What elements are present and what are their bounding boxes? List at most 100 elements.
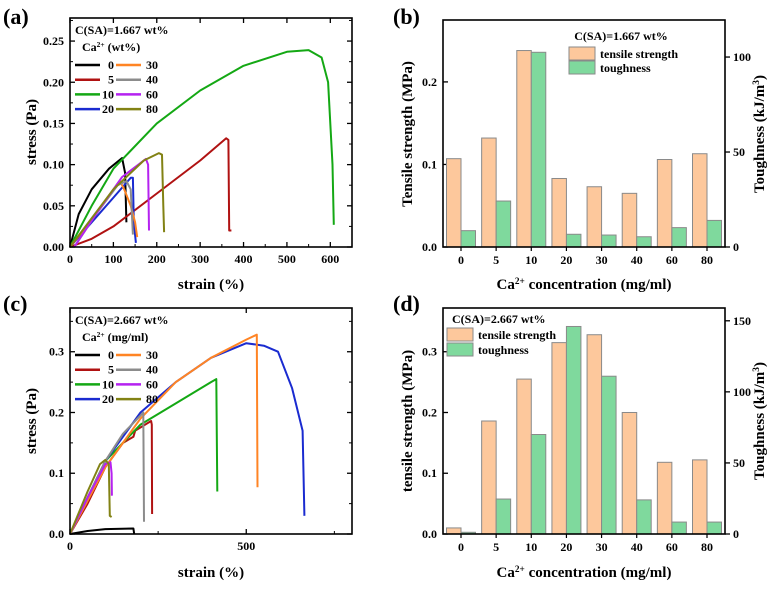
y-tick-label-right: 150 (733, 314, 751, 328)
x-tick-label: 0 (67, 252, 73, 266)
legend-label: 60 (146, 87, 158, 101)
y-axis-label: Tensile strength (MPa) (400, 61, 416, 207)
y-tick-label: 0.10 (43, 158, 64, 172)
y-tick-label-right: 0 (733, 240, 739, 254)
x-tick-label: 10 (525, 540, 537, 554)
series-line-20 (69, 342, 306, 535)
x-axis-label: Ca2+ concentration (mg/ml) (497, 277, 672, 293)
legend-title: C(SA)=2.667 wt% (452, 312, 546, 326)
y-tick-label: 0.1 (422, 157, 437, 171)
y-axis-label-right: Toughness (kJ/m3) (752, 362, 768, 480)
y-tick-label: 0.15 (43, 116, 64, 130)
bar-tensile-strength (692, 153, 708, 248)
bar-toughness (530, 434, 547, 535)
bar-tensile-strength (446, 527, 462, 535)
x-tick-label: 80 (701, 540, 713, 554)
bar-toughness (495, 498, 512, 535)
legend-label: 30 (146, 348, 158, 362)
x-tick-label: 5 (493, 540, 499, 554)
legend-label: 20 (102, 102, 114, 116)
y-tick-label: 0.1 (49, 466, 64, 480)
x-tick-label: 200 (148, 252, 166, 266)
bar-tensile-strength (656, 159, 673, 248)
bar-tensile-strength (516, 50, 532, 248)
panel-a: (a)0.000.050.100.150.200.250 100 200 300 400… (3, 4, 353, 293)
x-axis-label: strain (%) (178, 277, 244, 293)
y-tick-label-right: 0 (733, 527, 739, 541)
y-tick-label: 0.3 (422, 345, 437, 359)
x-tick-label: 40 (631, 253, 643, 267)
bar-toughness (495, 200, 512, 248)
plot-frame (69, 17, 353, 248)
bar-toughness (460, 230, 476, 248)
y-tick-label: 0.05 (43, 199, 64, 213)
y-axis-label-right: Toughness (kJ/m3) (752, 75, 768, 193)
y-tick-label-right: 100 (733, 50, 751, 64)
bar-toughness (565, 233, 582, 248)
bar-toughness (636, 236, 652, 248)
x-tick-label: 60 (666, 253, 678, 267)
bar-tensile-strength (586, 186, 603, 248)
bar-tensile-strength (516, 378, 532, 535)
series-line-0 (69, 157, 128, 248)
x-tick-label: 300 (191, 252, 209, 266)
legend-label: 5 (108, 73, 114, 87)
bar-toughness (636, 499, 652, 535)
legend-label: tensile strength (478, 328, 556, 342)
bar-toughness (706, 521, 722, 535)
x-tick-label: 100 (104, 252, 122, 266)
x-tick-label: 30 (596, 253, 608, 267)
bar-tensile-strength (481, 137, 497, 248)
x-tick-label: 40 (631, 540, 643, 554)
y-tick-label-right: 50 (733, 456, 745, 470)
legend-label: 10 (102, 377, 114, 391)
y-tick-label: 0.25 (43, 34, 64, 48)
series-line-10 (69, 49, 335, 248)
legend-subtitle: Ca2+ (wt%) (82, 40, 140, 55)
y-tick-label-right: 100 (733, 385, 751, 399)
series-line-60 (73, 157, 150, 248)
x-tick-label: 0 (458, 540, 464, 554)
x-tick-label: 500 (237, 539, 255, 553)
legend-subtitle: Ca2+ (mg/ml) (82, 330, 148, 345)
panel-c: (c) 0.0 0.1 0.2 0.3 0 500 C(SA)=2.667 wt% Ca2+ (… (3, 291, 353, 581)
plot-frame (442, 307, 726, 535)
panel-d: (d) 0.0 0.1 0.2 0.3 0 5 10 20 30 40 60 80 0 50 100 150 To… (393, 291, 768, 581)
legend-label: 5 (108, 363, 114, 377)
y-tick-label: 0.2 (49, 405, 64, 419)
legend-label: 0 (108, 58, 114, 72)
bar-tensile-strength (446, 158, 462, 248)
legend-label: 20 (102, 392, 114, 406)
legend-label: toughness (600, 61, 651, 75)
y-tick-label: 0.2 (422, 75, 437, 89)
plot-frame (442, 19, 726, 248)
bar-tensile-strength (621, 411, 638, 535)
x-tick-label: 20 (560, 540, 572, 554)
x-tick-label: 10 (525, 253, 537, 267)
x-axis-label: Ca2+ concentration (mg/ml) (497, 565, 672, 581)
legend-swatch-tensile (568, 46, 596, 61)
panel-label: (d) (393, 291, 420, 316)
legend-label: 0 (108, 348, 114, 362)
plot-frame (69, 307, 353, 535)
x-tick-label: 0 (67, 539, 73, 553)
panel-label: (a) (3, 4, 29, 29)
y-tick-label: 0.3 (49, 345, 64, 359)
legend-swatch-toughness (568, 60, 596, 75)
x-tick-label: 5 (493, 253, 499, 267)
legend-label: 30 (146, 58, 158, 72)
x-tick-label: 60 (666, 540, 678, 554)
y-tick-label: 0.0 (422, 240, 437, 254)
legend-title: C(SA)=2.667 wt% (75, 313, 169, 327)
x-tick-label: 0 (458, 253, 464, 267)
legend-label: 80 (146, 102, 158, 116)
y-tick-label: 0.20 (43, 75, 64, 89)
y-axis-label: tensile strength (MPa) (400, 350, 416, 492)
legend-title: C(SA)=1.667 wt% (75, 23, 169, 37)
x-tick-label: 20 (560, 253, 572, 267)
x-tick-label: 400 (235, 252, 253, 266)
bar-tensile-strength (656, 461, 673, 535)
bar-tensile-strength (586, 334, 603, 535)
series-line-80 (69, 152, 166, 248)
